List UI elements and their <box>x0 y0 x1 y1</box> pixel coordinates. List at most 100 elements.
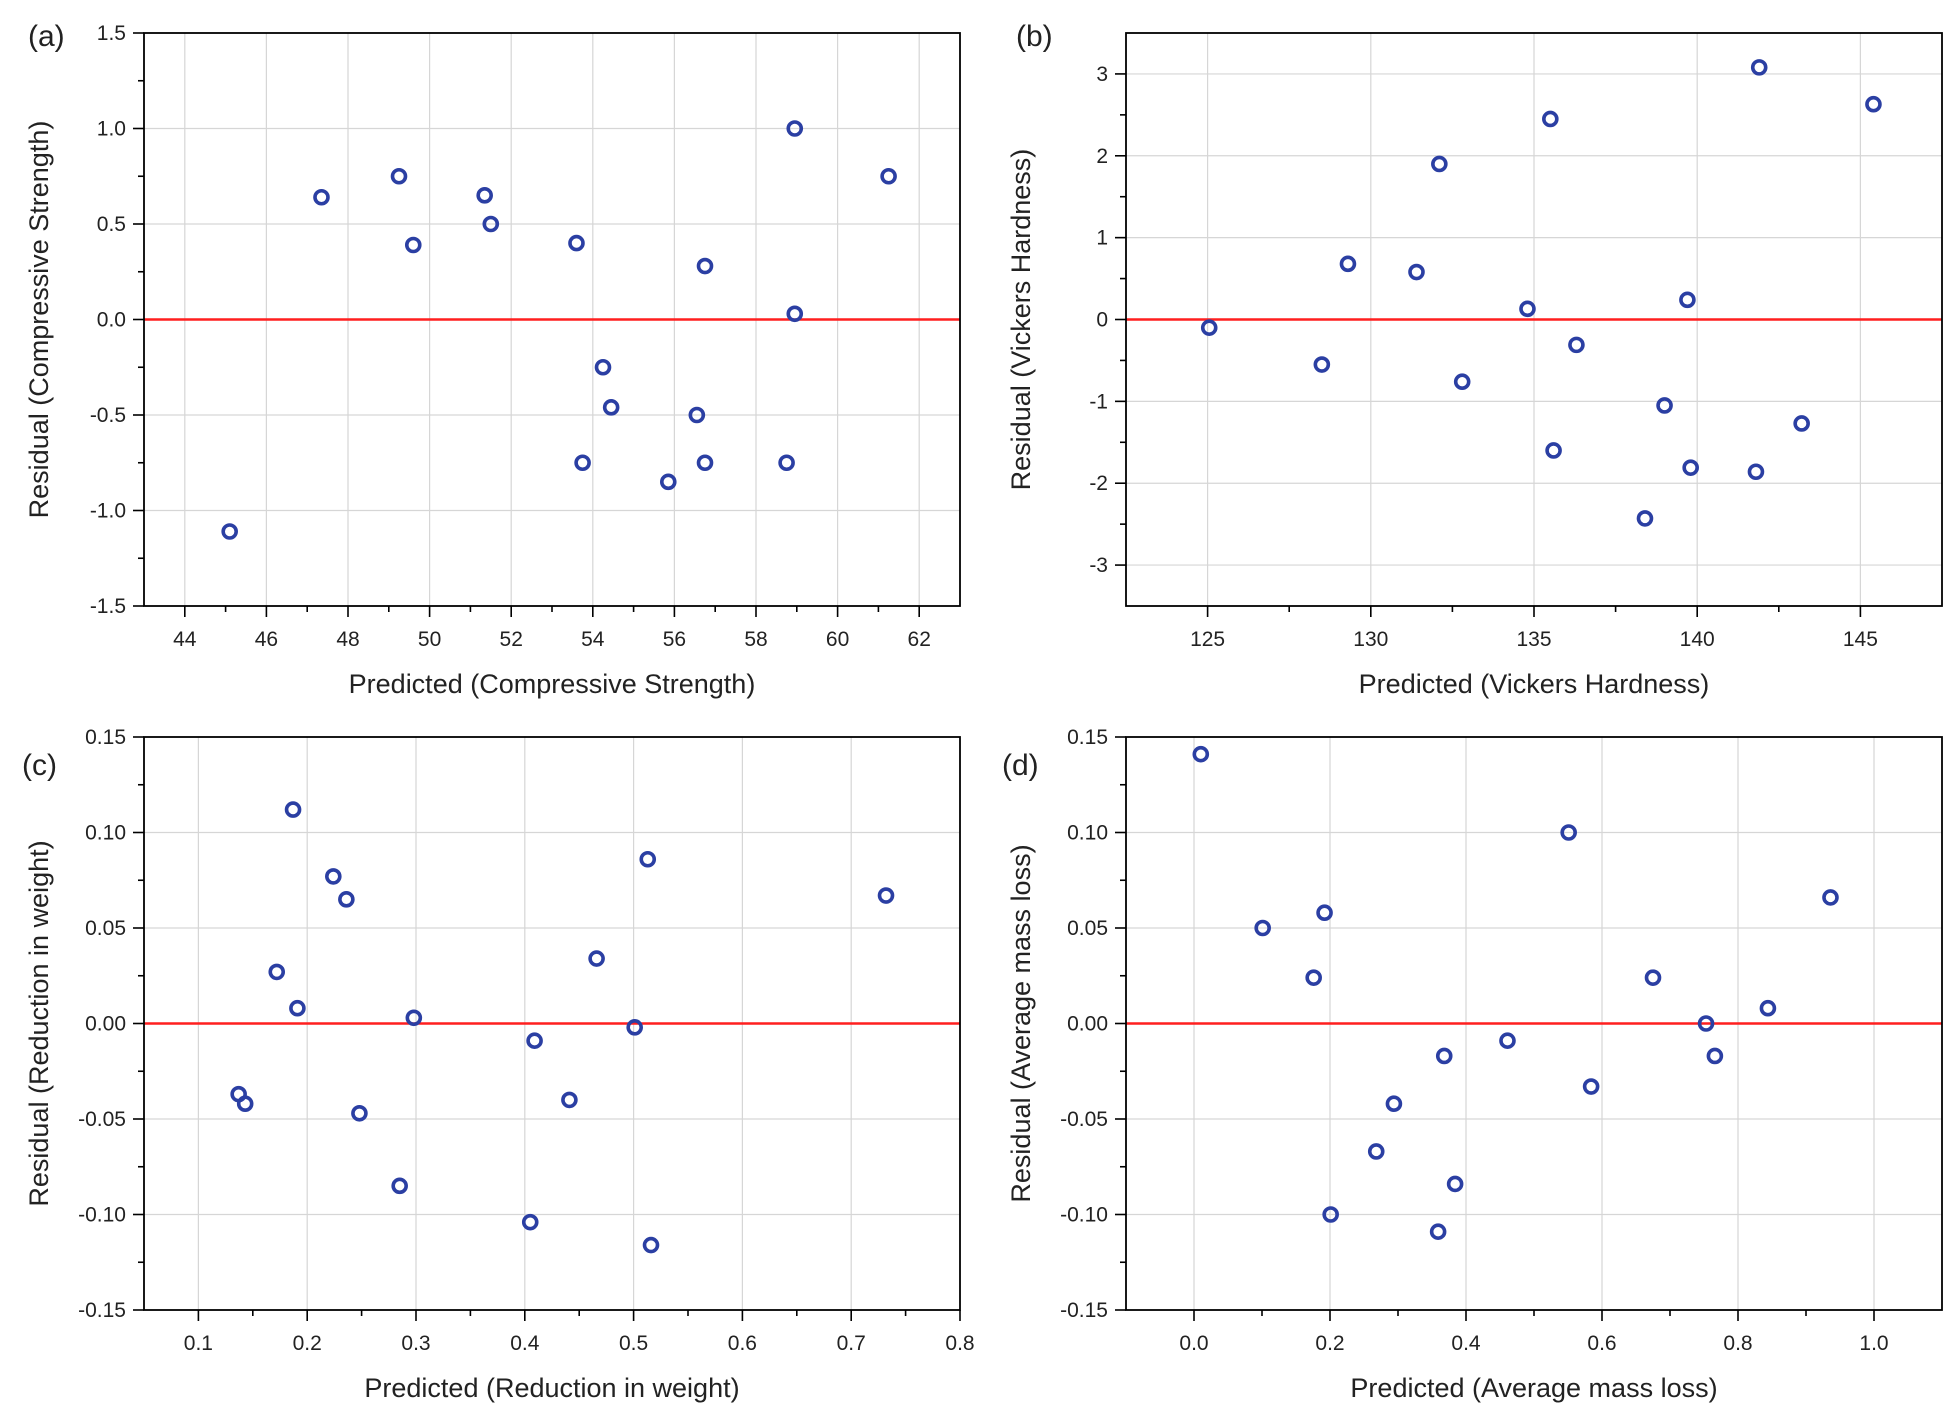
y-tick-label: 0.15 <box>1067 726 1108 749</box>
x-tick-label: 48 <box>336 628 359 651</box>
data-point <box>1192 745 1210 763</box>
data-point <box>1499 1032 1516 1049</box>
y-tick-label: 0.00 <box>85 1013 126 1036</box>
x-tick-label: 0.7 <box>837 1332 866 1355</box>
data-point <box>1385 1095 1403 1113</box>
x-tick-label: 0.2 <box>293 1332 322 1355</box>
data-point <box>1339 255 1357 273</box>
data-point <box>1446 1175 1464 1193</box>
panel-d: 0.0 0.2 0.4 0.6 0.8 1.0 -0.15 -0.10 -0.05 0.00 0.0… <box>1002 726 1943 1403</box>
y-tick-label: 0.10 <box>85 822 126 845</box>
y-tick-label: 0.15 <box>85 726 126 749</box>
panel-a: 44 46 48 50 52 54 56 58 60 62 -1.5 -1.0 -0.5 0.0 0.5 1.… <box>24 20 961 699</box>
x-tick-label: 44 <box>173 628 197 651</box>
x-tick-label: 0.2 <box>1315 1332 1344 1355</box>
panel-label: (c) <box>22 749 57 782</box>
y-tick-label: 0.10 <box>1067 822 1108 845</box>
data-point <box>313 188 330 206</box>
x-tick-label: 0.1 <box>184 1332 213 1355</box>
y-tick-label: 3 <box>1096 63 1108 86</box>
data-point <box>880 167 897 185</box>
y-tick-label: -0.10 <box>78 1204 126 1227</box>
data-point <box>639 850 657 868</box>
x-tick-label: 0.8 <box>945 1332 974 1355</box>
data-point <box>1542 110 1559 128</box>
data-point <box>1254 919 1271 937</box>
data-point <box>1408 263 1425 281</box>
y-tick-label: 1.0 <box>97 118 126 141</box>
data-point <box>221 523 238 540</box>
x-tick-label: 62 <box>908 628 931 651</box>
data-point <box>642 1236 660 1254</box>
data-point <box>1429 1223 1447 1240</box>
x-tick-label: 130 <box>1353 628 1388 651</box>
data-point <box>404 236 422 254</box>
y-tick-label: 1.5 <box>97 22 126 45</box>
y-tick-label: -0.15 <box>78 1299 126 1322</box>
data-point <box>1519 300 1536 318</box>
data-point <box>351 1104 368 1122</box>
data-point <box>1545 442 1562 459</box>
x-tick-label: 46 <box>255 628 278 651</box>
x-tick-label: 0.4 <box>1451 1332 1481 1355</box>
data-point <box>688 406 706 424</box>
y-tick-label: 0.00 <box>1067 1013 1108 1036</box>
x-tick-label: 0.0 <box>1179 1332 1208 1355</box>
x-axis-title: Predicted (Reduction in weight) <box>364 1373 739 1403</box>
y-tick-label: -2 <box>1089 472 1108 495</box>
data-point <box>696 257 714 275</box>
data-point <box>786 305 804 323</box>
data-point <box>482 215 500 233</box>
data-point <box>1682 459 1699 476</box>
y-tick-label: -0.05 <box>78 1108 126 1131</box>
data-point <box>626 1019 643 1036</box>
data-point <box>526 1032 543 1049</box>
data-point <box>877 887 895 904</box>
data-point <box>1200 319 1218 336</box>
data-point <box>1822 889 1839 906</box>
data-point <box>1793 415 1810 432</box>
data-point <box>289 999 306 1017</box>
y-tick-label: -0.15 <box>1060 1299 1108 1322</box>
data-point <box>1568 336 1585 354</box>
y-tick-label: -0.05 <box>1060 1108 1108 1131</box>
data-point <box>1322 1206 1339 1223</box>
data-point <box>390 167 408 185</box>
data-point <box>1305 969 1322 986</box>
panel-c: 0.1 0.2 0.3 0.4 0.5 0.6 0.7 0.8 -0.15 -0.10 -0.05 0… <box>22 726 975 1403</box>
data-point <box>1367 1143 1385 1160</box>
y-tick-label: -0.10 <box>1060 1204 1108 1227</box>
x-tick-label: 140 <box>1680 628 1715 651</box>
x-tick-label: 145 <box>1843 628 1878 651</box>
data-point <box>602 399 620 416</box>
y-axis-title: Residual (Average mass loss) <box>1006 844 1036 1202</box>
data-point <box>1453 373 1471 391</box>
x-tick-label: 125 <box>1190 628 1225 651</box>
data-point <box>1316 904 1333 922</box>
data-point <box>284 801 302 818</box>
y-tick-label: 0 <box>1096 309 1108 332</box>
y-tick-label: 0.0 <box>97 309 126 332</box>
data-point <box>1656 397 1673 414</box>
x-axis-title: Predicted (Average mass loss) <box>1350 1373 1717 1403</box>
x-tick-label: 54 <box>581 628 605 651</box>
y-tick-label: 0.5 <box>97 213 126 236</box>
x-tick-label: 52 <box>500 628 523 651</box>
data-point <box>1313 356 1331 373</box>
data-point <box>268 963 286 981</box>
y-tick-label: 2 <box>1096 145 1108 168</box>
panel-label: (a) <box>28 20 65 53</box>
data-point <box>325 868 342 885</box>
x-tick-label: 0.4 <box>510 1332 540 1355</box>
data-point <box>1679 291 1696 309</box>
y-tick-label: 0.05 <box>85 917 126 940</box>
x-tick-label: 0.6 <box>728 1332 757 1355</box>
y-tick-label: 0.05 <box>1067 917 1108 940</box>
x-tick-label: 56 <box>663 628 686 651</box>
data-point <box>405 1009 423 1027</box>
x-tick-label: 0.5 <box>619 1332 648 1355</box>
data-point <box>1750 59 1768 76</box>
panel-label: (b) <box>1016 20 1053 53</box>
data-point <box>521 1213 539 1231</box>
